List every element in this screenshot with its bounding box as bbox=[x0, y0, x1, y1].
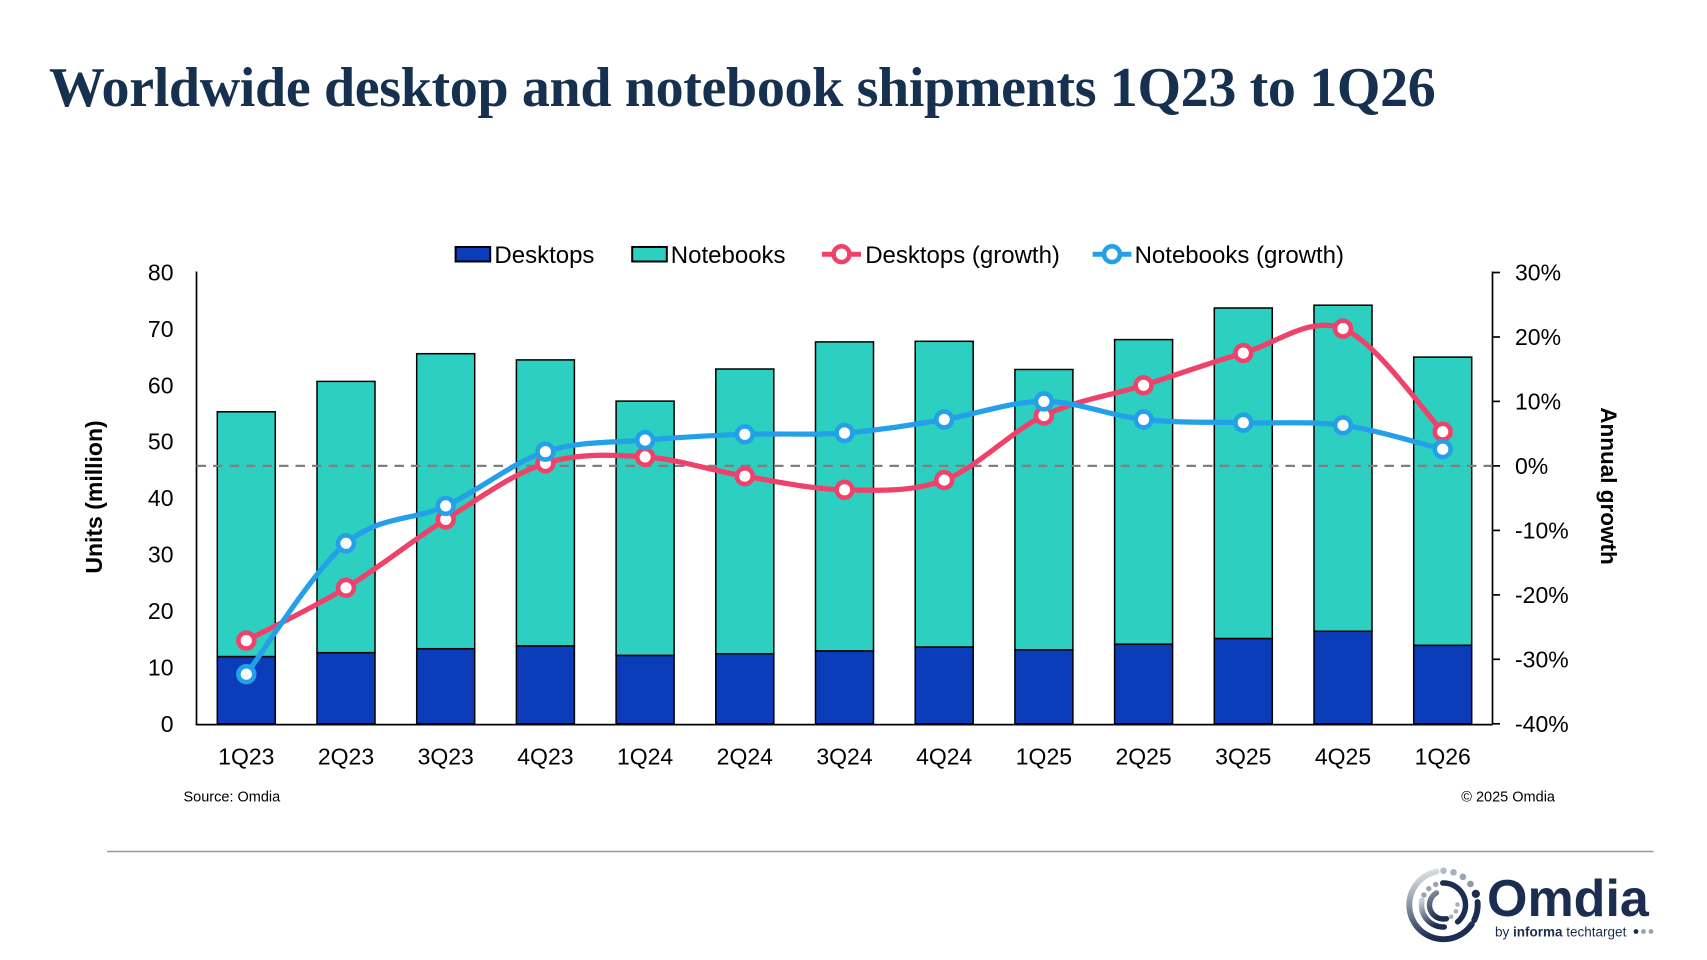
svg-text:1Q25: 1Q25 bbox=[1016, 744, 1072, 770]
svg-text:Notebooks (growth): Notebooks (growth) bbox=[1135, 242, 1344, 269]
svg-text:-30%: -30% bbox=[1515, 646, 1569, 672]
svg-text:0%: 0% bbox=[1515, 453, 1548, 479]
svg-text:10: 10 bbox=[148, 654, 174, 680]
svg-text:2Q23: 2Q23 bbox=[318, 744, 374, 770]
svg-text:50: 50 bbox=[148, 429, 174, 455]
svg-text:2Q25: 2Q25 bbox=[1115, 744, 1171, 770]
svg-text:Source: Omdia: Source: Omdia bbox=[184, 790, 282, 806]
svg-text:© 2025 Omdia: © 2025 Omdia bbox=[1461, 790, 1556, 806]
svg-text:Notebooks: Notebooks bbox=[671, 242, 786, 269]
svg-text:-10%: -10% bbox=[1515, 517, 1569, 543]
svg-text:Desktops: Desktops bbox=[494, 242, 594, 269]
svg-text:4Q23: 4Q23 bbox=[517, 744, 573, 770]
svg-text:30: 30 bbox=[148, 542, 174, 568]
svg-text:1Q26: 1Q26 bbox=[1415, 744, 1471, 770]
svg-text:3Q24: 3Q24 bbox=[816, 744, 872, 770]
svg-text:Desktops (growth): Desktops (growth) bbox=[865, 242, 1060, 269]
svg-text:-20%: -20% bbox=[1515, 582, 1569, 608]
svg-text:80: 80 bbox=[148, 260, 174, 286]
svg-text:60: 60 bbox=[148, 372, 174, 398]
svg-text:4Q24: 4Q24 bbox=[916, 744, 972, 770]
svg-text:20: 20 bbox=[148, 598, 174, 624]
svg-text:20%: 20% bbox=[1515, 324, 1561, 350]
svg-text:10%: 10% bbox=[1515, 388, 1561, 414]
svg-text:3Q25: 3Q25 bbox=[1215, 744, 1271, 770]
svg-text:Annual growth: Annual growth bbox=[1596, 407, 1621, 564]
svg-text:Omdia: Omdia bbox=[1487, 870, 1650, 928]
svg-text:40: 40 bbox=[148, 485, 174, 511]
svg-text:30%: 30% bbox=[1515, 260, 1561, 286]
svg-text:3Q23: 3Q23 bbox=[418, 744, 474, 770]
svg-text:by informa techtarget: by informa techtarget bbox=[1495, 925, 1627, 940]
svg-text:0: 0 bbox=[161, 711, 174, 737]
svg-text:2Q24: 2Q24 bbox=[717, 744, 773, 770]
svg-text:Units (million): Units (million) bbox=[81, 420, 107, 573]
svg-text:1Q24: 1Q24 bbox=[617, 744, 673, 770]
svg-text:4Q25: 4Q25 bbox=[1315, 744, 1371, 770]
svg-text:70: 70 bbox=[148, 316, 174, 342]
svg-text:1Q23: 1Q23 bbox=[218, 744, 274, 770]
svg-text:-40%: -40% bbox=[1515, 711, 1569, 737]
